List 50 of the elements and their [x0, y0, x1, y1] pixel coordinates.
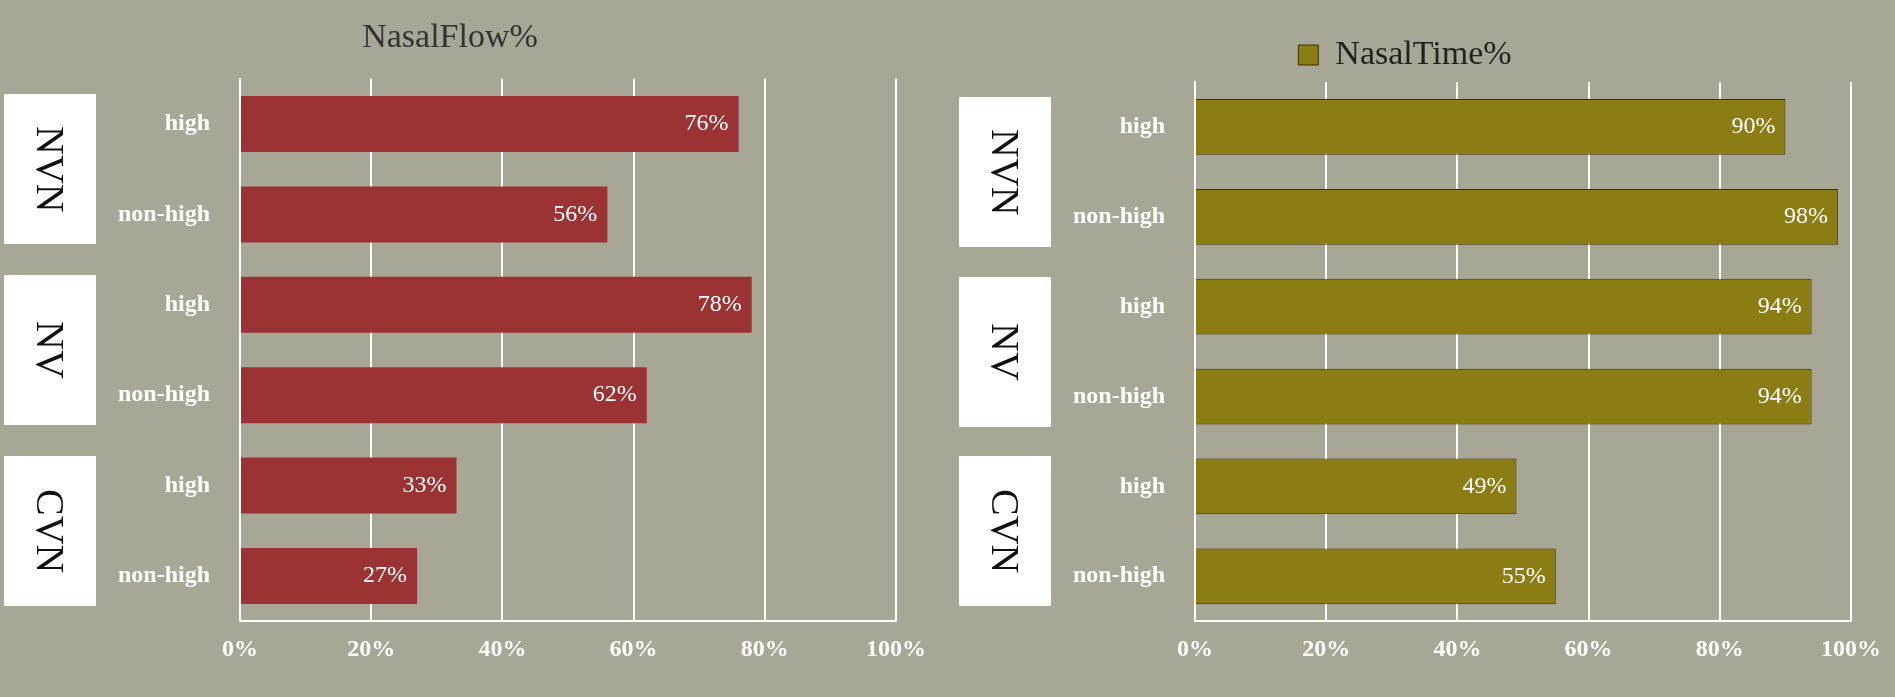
bar [241, 547, 418, 605]
data-label: 55% [1501, 561, 1546, 588]
bar [241, 367, 647, 424]
data-label: 94% [1757, 381, 1802, 408]
y-tick-label: non-high [1072, 561, 1165, 588]
x-tick-label: 40% [478, 634, 527, 661]
bar [241, 186, 608, 243]
data-label: 98% [1783, 202, 1828, 229]
data-label: 76% [684, 109, 729, 136]
data-label: 56% [553, 199, 598, 226]
y-tick-label: high [164, 290, 210, 316]
legend-label: NasalTime% [1335, 33, 1512, 71]
x-tick-label: 20% [347, 634, 396, 661]
x-tick-label: 80% [740, 634, 789, 661]
x-tick-label: 40% [1433, 634, 1482, 661]
bar [241, 276, 752, 333]
data-label: 94% [1757, 291, 1802, 318]
bar [241, 95, 739, 153]
text: CVN [26, 488, 74, 574]
text: CVN [981, 489, 1029, 574]
y-tick-label: high [164, 470, 210, 497]
y-tick-label: high [1119, 471, 1165, 498]
y-tick-label: high [1119, 112, 1165, 139]
chart-title: NasalFlow% [362, 17, 538, 55]
data-label: 27% [363, 561, 408, 588]
x-tick-label: 100% [866, 634, 926, 661]
x-tick-label: 80% [1695, 634, 1744, 661]
x-tick-label: 20% [1302, 634, 1351, 661]
x-tick-label: 0% [1177, 634, 1213, 661]
text: NV [981, 322, 1029, 381]
text: NVN [26, 125, 74, 213]
data-label: 90% [1731, 112, 1776, 139]
data-label: 49% [1462, 471, 1507, 498]
bar [241, 457, 457, 514]
y-tick-label: non-high [117, 199, 210, 226]
x-tick-label: 60% [1564, 634, 1613, 661]
y-tick-label: non-high [1072, 381, 1165, 408]
data-label: 33% [402, 470, 447, 497]
data-label: 62% [592, 380, 637, 407]
y-tick-label: high [164, 109, 210, 136]
y-tick-label: high [1119, 291, 1165, 318]
y-tick-label: non-high [117, 380, 210, 407]
x-tick-label: 100% [1821, 634, 1881, 661]
data-label: 78% [697, 290, 742, 317]
y-tick-label: non-high [117, 561, 210, 588]
x-tick-label: 60% [609, 634, 658, 661]
x-tick-label: 0% [222, 634, 258, 661]
text: NV [26, 321, 74, 379]
text: NVN [981, 128, 1029, 216]
y-tick-label: non-high [1072, 202, 1165, 228]
